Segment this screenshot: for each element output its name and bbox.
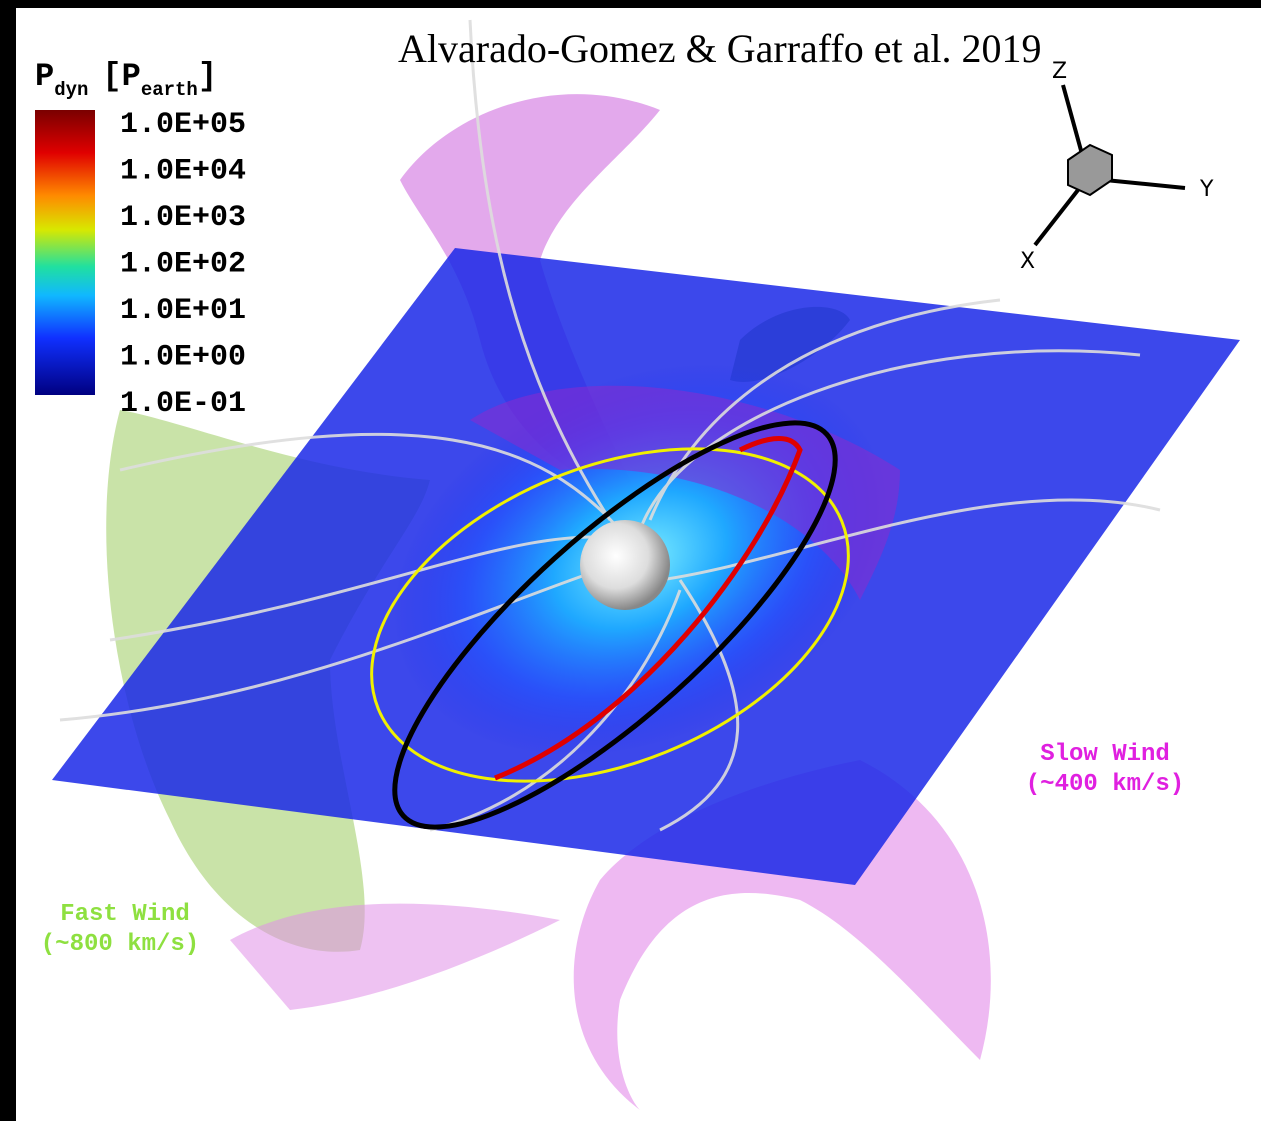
colorbar-tick-label: 1.0E+04	[120, 155, 246, 189]
axis-label: X	[1020, 249, 1035, 274]
axis-label: Y	[1199, 177, 1214, 202]
colorbar-tick-label: 1.0E+01	[120, 294, 246, 328]
colorbar-tick-label: 1.0E+02	[120, 248, 246, 282]
unit: ]	[198, 58, 217, 95]
annotation: (~400 km/s)	[1026, 771, 1184, 798]
unit-sub: earth	[141, 79, 198, 101]
unit: [P	[102, 58, 140, 95]
slow-wind-surface	[230, 903, 560, 1010]
colorbar-tick-label: 1.0E+05	[120, 108, 246, 142]
border	[0, 0, 16, 1121]
title: Alvarado-Gomez & Garraffo et al. 2019	[398, 26, 1041, 71]
colorbar-tick-label: 1.0E-01	[120, 387, 246, 421]
orbit	[392, 420, 838, 830]
symbol: P	[35, 58, 54, 95]
annotation: (~800 km/s)	[41, 931, 199, 958]
symbol-sub: dyn	[54, 79, 88, 101]
colorbar	[35, 110, 95, 395]
colorbar-tick-label: 1.0E+00	[120, 341, 246, 375]
orbit	[370, 447, 850, 783]
axis-label: Z	[1052, 59, 1067, 84]
colorbar-title: Pdyn [Pearth]	[35, 58, 217, 101]
annotation: Fast Wind	[60, 901, 190, 928]
orbit	[494, 435, 803, 781]
axis-triad	[1033, 84, 1186, 247]
star	[580, 520, 670, 610]
annotation: Slow Wind	[1040, 741, 1170, 768]
border	[0, 0, 1261, 8]
colorbar-tick-label: 1.0E+03	[120, 201, 246, 235]
